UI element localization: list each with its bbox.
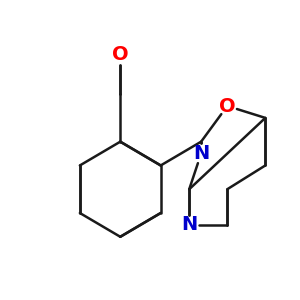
Text: N: N: [181, 215, 197, 234]
Text: N: N: [193, 144, 209, 163]
Text: O: O: [219, 97, 236, 116]
Text: O: O: [112, 45, 129, 64]
